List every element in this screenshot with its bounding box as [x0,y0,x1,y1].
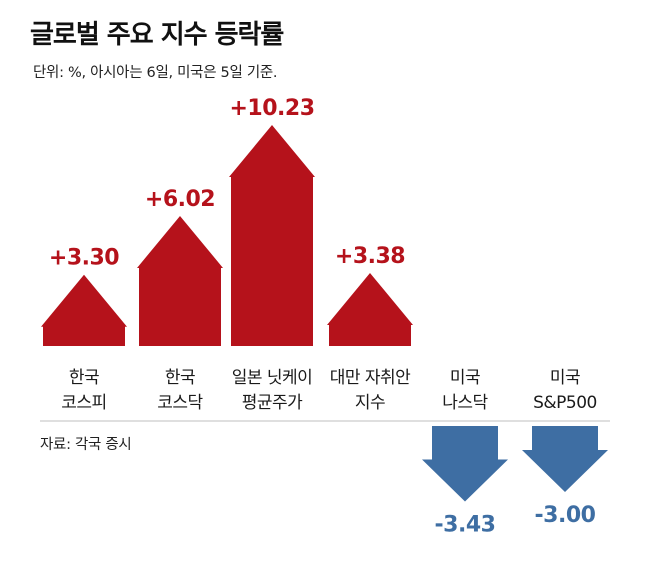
category-label: 미국 [450,368,480,388]
data-label: -3.00 [535,503,596,528]
data-label: +3.30 [49,246,119,271]
up-arrow-bar [41,274,127,346]
chart-title: 글로벌 주요 지수 등락률 [30,20,284,50]
category-label: 일본 닛케이 [232,368,313,388]
category-label: 코스닥 [157,393,203,413]
up-arrow-bar [137,215,223,346]
category-label: 지수 [355,393,385,413]
data-label: -3.43 [435,512,496,537]
data-label: +3.38 [335,244,405,269]
category-label: 코스피 [61,393,106,413]
source-note: 자료: 각국 증시 [40,437,132,453]
data-label: +6.02 [145,187,215,212]
category-label: 대만 자취안 [330,368,411,388]
up-arrow-bar [327,272,413,346]
down-arrow-bar [422,426,508,502]
category-label: 한국 [69,368,99,388]
category-label: 한국 [165,368,195,388]
data-label: +10.23 [229,96,314,121]
up-arrow-bar [229,125,315,346]
category-label: 나스닥 [442,393,488,413]
chart-subtitle: 단위: %, 아시아는 6일, 미국은 5일 기준. [33,65,278,81]
down-arrow-bar [522,426,608,492]
category-label: 평균주가 [242,393,303,413]
category-label: S&P500 [533,393,597,413]
category-label: 미국 [550,368,580,388]
